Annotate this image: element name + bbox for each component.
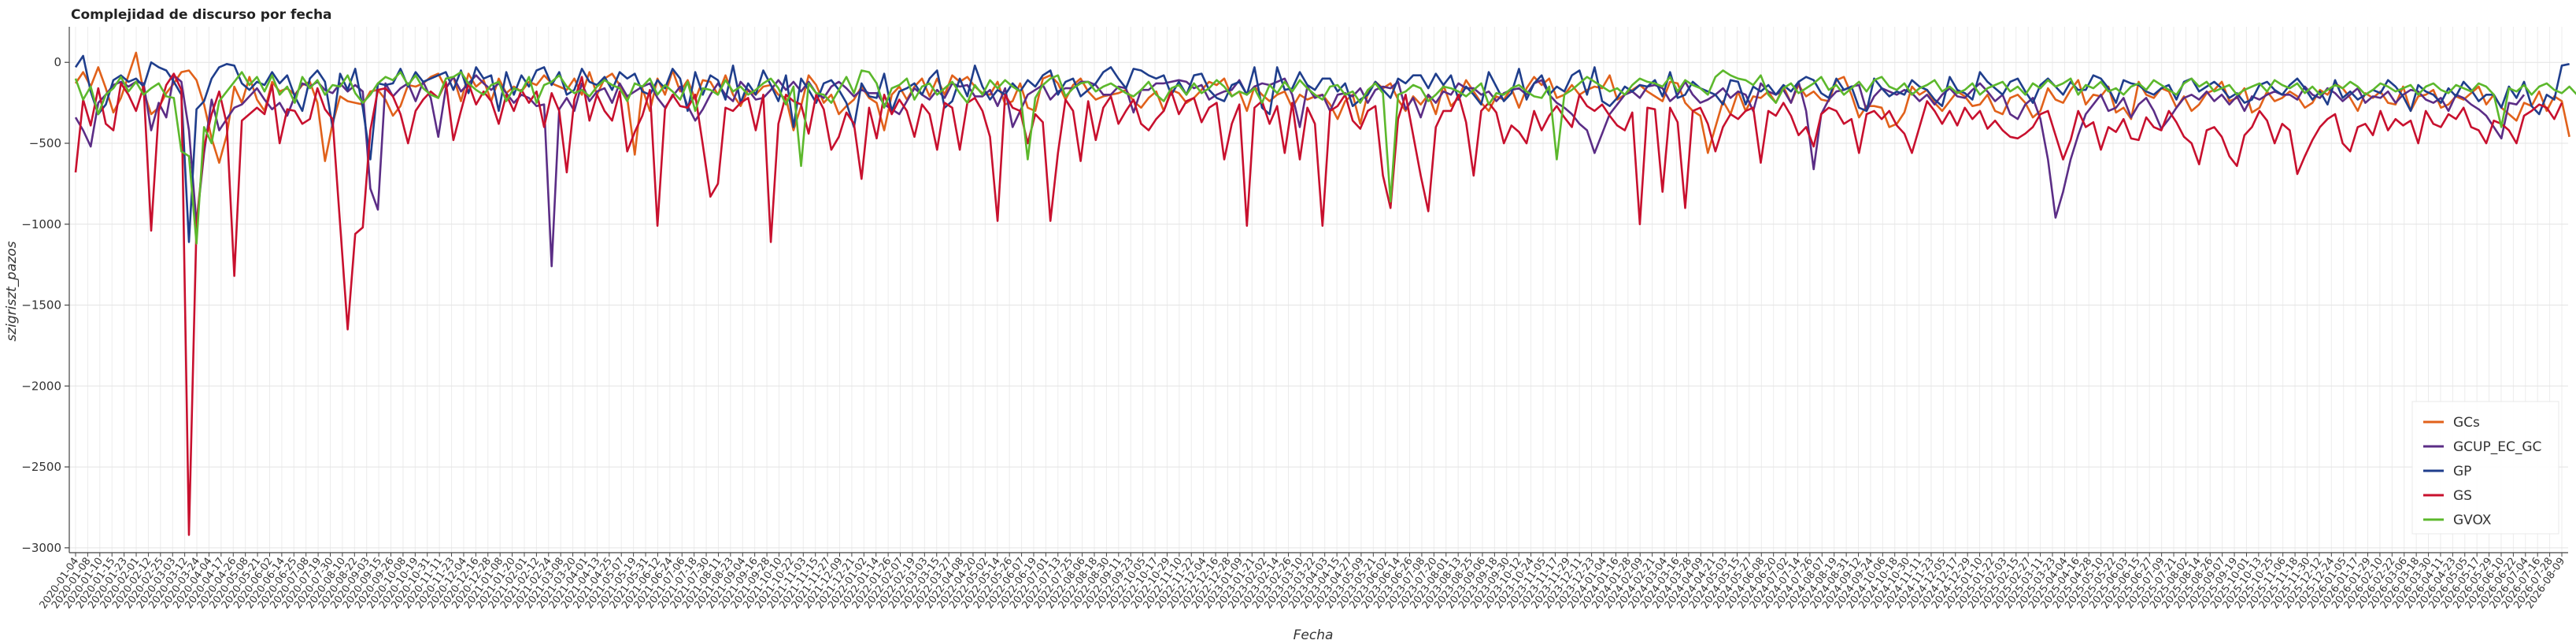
y-tick-label: −1000 xyxy=(21,217,61,231)
series-line-gs xyxy=(74,72,2563,536)
y-tick-label: −500 xyxy=(29,136,61,150)
axes xyxy=(68,27,2568,553)
series-line-gvox xyxy=(74,69,2576,245)
legend-item-label: GCs xyxy=(2453,415,2480,431)
legend-box xyxy=(2411,401,2559,535)
series-line-gp xyxy=(74,54,2570,243)
x-axis-ticks: 2020-01-042020-01-082020-01-102020-01-15… xyxy=(38,553,2567,611)
legend-item-label: GCUP_EC_GC xyxy=(2453,439,2541,455)
x-axis-label: Fecha xyxy=(1294,627,1334,643)
legend-item-label: GS xyxy=(2453,488,2472,504)
series-group xyxy=(74,51,2576,536)
y-axis-ticks: 0 −500 −1000 −1500 −2000 −2500 −3000 xyxy=(21,55,69,555)
legend: GCs GCUP_EC_GC GP GS GVOX xyxy=(2411,401,2559,535)
legend-item-label: GVOX xyxy=(2453,513,2492,528)
y-tick-label: −2000 xyxy=(21,379,61,393)
y-axis-label: szigriszt_pazos xyxy=(4,241,20,341)
y-tick-label: −3000 xyxy=(21,541,61,555)
y-tick-label: −2500 xyxy=(21,460,61,474)
legend-item-label: GP xyxy=(2453,464,2471,479)
chart-title: Complejidad de discurso por fecha xyxy=(71,7,332,23)
y-tick-label: −1500 xyxy=(21,298,61,313)
series-line-gcup-ec-gc xyxy=(74,74,2526,268)
y-tick-label: 0 xyxy=(54,55,61,69)
